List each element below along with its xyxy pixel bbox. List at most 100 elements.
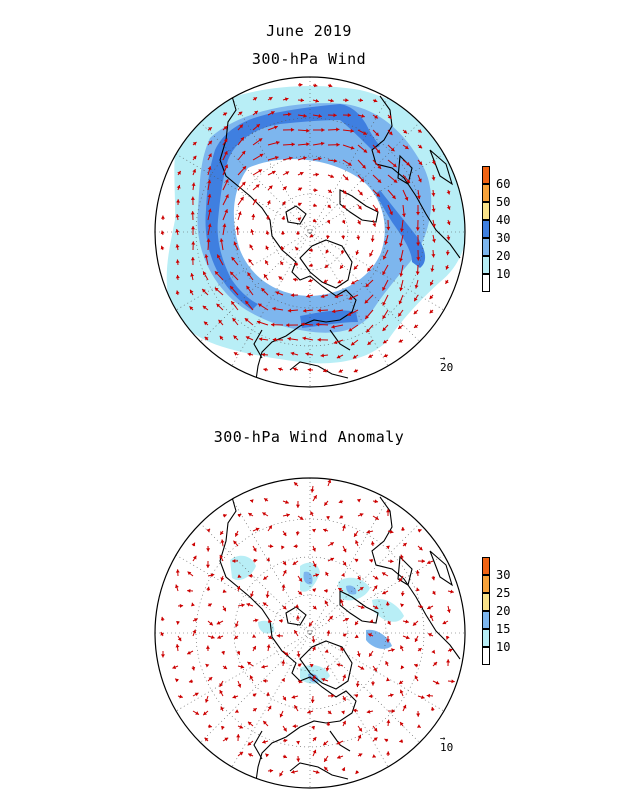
wind-vector bbox=[190, 273, 195, 281]
wind-vector bbox=[245, 336, 254, 341]
anomaly-vector bbox=[340, 646, 344, 652]
wind-vector bbox=[256, 320, 269, 326]
anomaly-vector bbox=[431, 649, 436, 654]
anomaly-vector bbox=[282, 560, 287, 566]
wind-vector bbox=[312, 218, 317, 223]
anomaly-vector bbox=[296, 755, 301, 762]
wind-vector bbox=[175, 213, 180, 221]
wind-vector bbox=[348, 324, 359, 332]
anomaly-vector bbox=[327, 557, 335, 562]
anomaly-vector bbox=[323, 766, 329, 772]
anomaly-vector bbox=[206, 545, 211, 552]
anomaly-vector bbox=[236, 734, 241, 742]
anomaly-vector bbox=[292, 724, 299, 729]
anomaly-vector bbox=[416, 710, 421, 717]
wind-vector bbox=[372, 219, 377, 227]
anomaly-vector bbox=[431, 575, 436, 581]
anomaly-vector bbox=[265, 753, 270, 758]
anomaly-vector bbox=[417, 545, 423, 551]
wind-vector bbox=[190, 196, 195, 206]
wind-vector bbox=[222, 209, 229, 221]
wind-vector bbox=[382, 279, 389, 291]
wind-vector bbox=[301, 322, 314, 327]
wind-vector bbox=[309, 233, 314, 238]
anomaly-vector bbox=[207, 573, 215, 578]
anomaly-vector bbox=[356, 498, 361, 503]
anomaly-vector bbox=[415, 570, 420, 577]
wind-vector bbox=[271, 322, 284, 327]
wind-vector bbox=[306, 294, 314, 298]
anomaly-vector bbox=[192, 710, 200, 716]
anomaly-vector bbox=[323, 588, 329, 593]
wind-vector bbox=[327, 174, 335, 179]
anomaly-vector-field bbox=[160, 479, 455, 777]
wind-vector bbox=[357, 204, 362, 210]
cb-wind-label-30: 30 bbox=[496, 231, 511, 245]
wind-vector bbox=[297, 98, 305, 103]
wind-vector bbox=[189, 289, 194, 296]
anomaly-vector bbox=[337, 587, 344, 592]
wind-vector bbox=[429, 279, 434, 286]
anomaly-vector bbox=[293, 481, 299, 487]
anomaly-vector bbox=[341, 524, 346, 532]
anomaly-vector bbox=[432, 680, 440, 685]
wind-vector bbox=[237, 211, 242, 221]
anomaly-vector bbox=[368, 694, 374, 699]
cb-anom-swatch-15 bbox=[482, 611, 490, 629]
anomaly-vector bbox=[187, 571, 194, 577]
anomaly-vector bbox=[414, 635, 419, 643]
wind-vector bbox=[290, 293, 299, 298]
anomaly-vector bbox=[174, 678, 179, 683]
anomaly-vector bbox=[426, 560, 434, 565]
wind-vector bbox=[252, 153, 264, 161]
anomaly-vector bbox=[206, 528, 211, 533]
wind-vector bbox=[297, 187, 303, 192]
wind-vector bbox=[216, 254, 224, 266]
anomaly-vector bbox=[417, 528, 422, 533]
wind-vector bbox=[176, 199, 181, 206]
anomaly-vector bbox=[191, 602, 195, 607]
anomaly-vector bbox=[220, 706, 225, 712]
wind-vector bbox=[415, 219, 420, 231]
wind-vector bbox=[401, 204, 406, 217]
wind-vector bbox=[357, 113, 365, 118]
wind-vector bbox=[191, 241, 196, 251]
anomaly-vector bbox=[400, 590, 405, 597]
anomaly-vector bbox=[248, 512, 254, 517]
anomaly-vector bbox=[381, 572, 389, 577]
anomaly-vector bbox=[327, 479, 332, 487]
anomaly-vector bbox=[252, 545, 257, 552]
anomaly-vector bbox=[354, 620, 359, 626]
wind-vector bbox=[207, 140, 213, 146]
anomaly-vector bbox=[177, 694, 183, 699]
anomaly-vector bbox=[430, 706, 435, 712]
wind-vector bbox=[282, 127, 295, 132]
anomaly-vector bbox=[417, 559, 426, 564]
wind-vector bbox=[431, 204, 436, 213]
anomaly-vector bbox=[297, 679, 303, 684]
wind-vector bbox=[297, 142, 310, 147]
wind-vector bbox=[382, 309, 389, 320]
wind-vector bbox=[402, 129, 408, 134]
wind-vector bbox=[445, 264, 450, 270]
anomaly-vector bbox=[237, 603, 245, 608]
wind-vector bbox=[446, 204, 451, 210]
wind-vector bbox=[244, 300, 254, 311]
wind-vector bbox=[279, 261, 284, 266]
anomaly-vector bbox=[312, 588, 317, 593]
anomaly-vector bbox=[282, 500, 289, 504]
anomaly-vector bbox=[248, 753, 254, 757]
anomaly-vector bbox=[342, 695, 346, 701]
anomaly-vector bbox=[323, 500, 329, 506]
wind-vector bbox=[326, 219, 331, 224]
wind-vector bbox=[365, 279, 374, 288]
wind-vector bbox=[317, 337, 329, 342]
wind-vector bbox=[357, 159, 367, 169]
wind-vector bbox=[369, 249, 374, 257]
wind-vector bbox=[237, 181, 246, 191]
wind-vector bbox=[342, 189, 347, 195]
wind-vector bbox=[252, 123, 261, 131]
wind-vector bbox=[219, 335, 224, 341]
wind-vector bbox=[267, 140, 280, 146]
wind-vector bbox=[267, 125, 278, 131]
